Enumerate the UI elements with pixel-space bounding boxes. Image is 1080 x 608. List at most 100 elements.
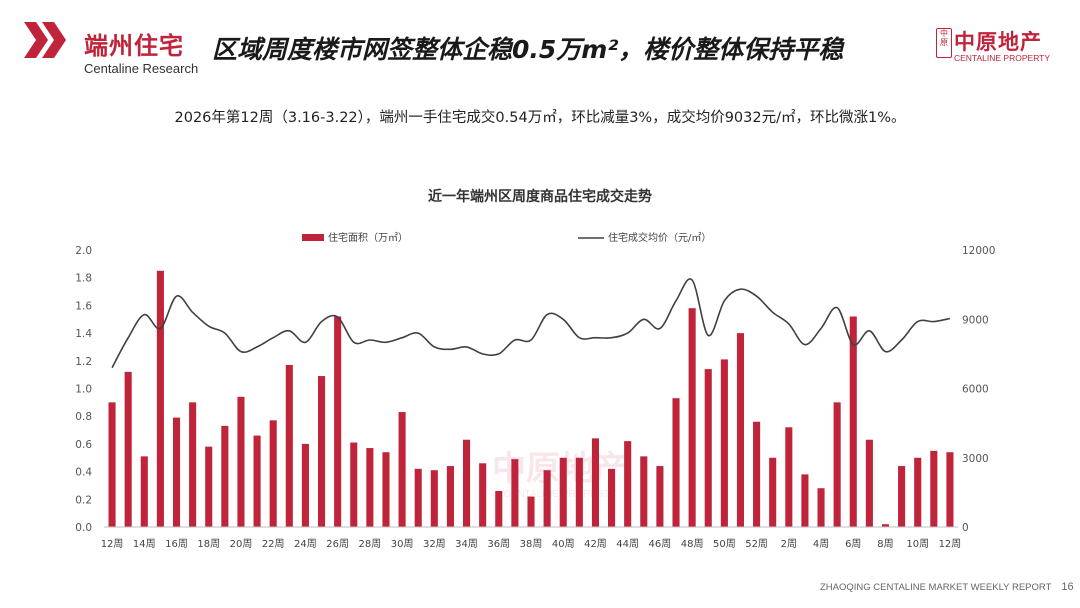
footer: ZHAOQING CENTALINE MARKET WEEKLY REPORT 1… [820, 581, 1074, 593]
bar-26周 [334, 316, 342, 527]
left-axis-tick-label: 2.0 [75, 245, 92, 257]
bar-46周 [656, 466, 664, 527]
price-line [111, 278, 951, 369]
bar-18周 [205, 446, 213, 527]
x-axis-tick-label: 12周 [101, 538, 124, 550]
weekly-transaction-chart: 中原地产 CENTALINE PROPERTY 近一年端州区周度商品住宅成交走势… [75, 188, 995, 550]
bar-51周 [736, 333, 745, 527]
x-axis-tick-label: 16周 [165, 538, 188, 550]
bar-13周 [124, 371, 132, 527]
left-axis-tick-label: 0.2 [75, 494, 92, 506]
bar-16周 [172, 417, 181, 527]
x-axis-tick-label: 4周 [813, 538, 829, 550]
x-axis-tick-label: 10周 [906, 538, 929, 550]
bar-30周 [398, 412, 406, 527]
brand-name: 端州住宅 [84, 32, 184, 60]
left-axis-tick-label: 1.4 [75, 328, 92, 340]
x-axis-tick-label: 24周 [294, 538, 317, 550]
left-axis-tick-label: 0.0 [75, 522, 92, 534]
x-axis-tick-label: 18周 [197, 538, 220, 550]
bar-7周 [865, 439, 873, 527]
x-axis-tick-label: 48周 [681, 538, 704, 550]
bar-43周 [608, 468, 616, 527]
bar-9周 [898, 466, 906, 527]
bar-4周 [817, 488, 825, 527]
right-axis-ticks: 0 3000 6000 9000 12000 [962, 245, 995, 534]
bar-10周 [914, 457, 922, 527]
chart-legend: 住宅面积（万㎡） 住宅成交均价（元/㎡） [302, 231, 711, 244]
x-axis-tick-label: 32周 [423, 538, 446, 550]
bar-41周 [575, 457, 583, 527]
bar-29周 [382, 452, 390, 527]
bar-5周 [833, 402, 841, 527]
bar-28周 [366, 448, 374, 527]
bar-23周 [285, 364, 293, 527]
bar-42周 [591, 438, 599, 527]
footer-text: ZHAOQING CENTALINE MARKET WEEKLY REPORT [820, 582, 1052, 593]
bar-20周 [237, 396, 245, 527]
slide-title: 区域周度楼市网签整体企稳0.5万m²，楼价整体保持平稳 [212, 35, 844, 64]
left-axis-tick-label: 0.4 [75, 467, 92, 479]
centaline-logo-text: 中原地产 [954, 30, 1042, 54]
bar-47周 [672, 398, 680, 527]
x-axis-tick-label: 26周 [326, 538, 349, 550]
bar-39周 [543, 470, 551, 527]
x-axis-tick-label: 34周 [455, 538, 478, 550]
bar-6周 [849, 316, 857, 527]
chart-title: 近一年端州区周度商品住宅成交走势 [428, 188, 652, 205]
bar-25周 [317, 376, 326, 527]
x-axis-tick-label: 40周 [552, 538, 575, 550]
logo-badge-text: 中原 [940, 29, 948, 47]
x-axis-tick-label: 8周 [877, 538, 893, 550]
bar-33周 [446, 466, 454, 527]
right-axis-tick-label: 6000 [962, 384, 989, 396]
brand-chevron-icon [24, 22, 66, 58]
bar-27周 [350, 442, 358, 527]
legend-label-bar: 住宅面积（万㎡） [328, 231, 408, 244]
bar-17周 [189, 402, 197, 527]
left-axis-ticks: 0.0 0.2 0.4 0.6 0.8 1.0 1.2 1.4 1.6 1.8 2.0 [75, 245, 92, 534]
centaline-logo-badge: 中原 [936, 28, 952, 58]
left-axis-tick-label: 0.8 [75, 411, 92, 423]
right-axis-tick-label: 12000 [962, 245, 995, 257]
x-axis-tick-label: 22周 [262, 538, 285, 550]
right-axis-tick-label: 0 [962, 522, 969, 534]
bar-40周 [559, 457, 567, 527]
bar-series [108, 270, 954, 527]
bar-34周 [463, 439, 471, 527]
bar-3周 [801, 474, 809, 527]
left-axis-tick-label: 1.8 [75, 273, 92, 285]
bar-32周 [430, 470, 438, 527]
x-axis-tick-label: 6周 [845, 538, 861, 550]
legend-label-line: 住宅成交均价（元/㎡） [608, 231, 711, 244]
bar-11周 [930, 450, 938, 527]
x-axis-tick-label: 46周 [649, 538, 672, 550]
bar-19周 [221, 425, 229, 527]
x-axis-tick-label: 14周 [133, 538, 156, 550]
bar-35周 [479, 463, 487, 527]
left-axis-tick-label: 1.6 [75, 300, 92, 312]
bar-52周 [753, 421, 761, 527]
bar-37周 [511, 459, 519, 527]
weekly-summary: 2026年第12周（3.16-3.22），端州一手住宅成交0.54万㎡，环比减量… [174, 110, 906, 126]
bar-22周 [269, 420, 277, 527]
centaline-logo-subtitle: CENTALINE PROPERTY [954, 53, 1051, 63]
bar-12周 [946, 452, 954, 527]
brand-subtitle: Centaline Research [84, 61, 199, 76]
x-axis-tick-label: 12周 [939, 538, 962, 550]
bar-36周 [495, 490, 503, 527]
bar-14周 [140, 456, 148, 527]
left-axis-tick-label: 1.0 [75, 384, 92, 396]
x-axis-tick-label: 50周 [713, 538, 736, 550]
legend-swatch-bar [302, 234, 324, 241]
x-axis-tick-label: 30周 [391, 538, 414, 550]
x-axis-ticks: 12周 14周 16周 18周 20周 22周 24周 26周 28周 30周 32周 34周 36周 3… [101, 538, 962, 550]
bar-49周 [704, 369, 712, 527]
left-axis-tick-label: 1.2 [75, 356, 92, 368]
page-number: 16 [1061, 581, 1074, 593]
x-axis-tick-label: 2周 [781, 538, 797, 550]
x-axis-tick-label: 36周 [487, 538, 510, 550]
bar-24周 [301, 443, 309, 527]
x-axis-tick-label: 28周 [359, 538, 382, 550]
bar-45周 [640, 456, 648, 527]
